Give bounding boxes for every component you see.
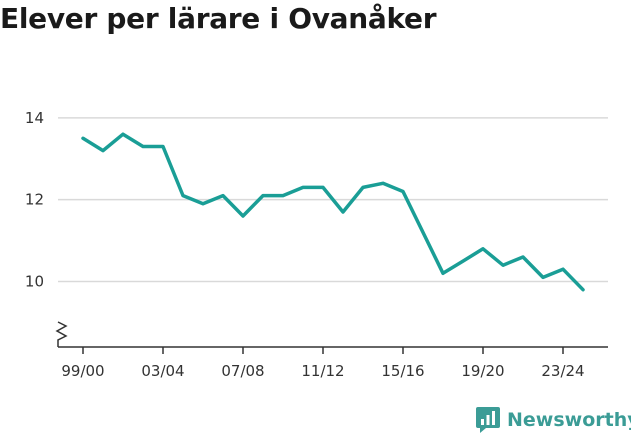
- x-tick-labels: 99/00 03/04 07/08 11/12 15/16 19/20 23/24: [61, 362, 584, 380]
- series-layer: [81, 132, 585, 292]
- y-tick-label: 10: [25, 273, 44, 291]
- x-tick-label: 11/12: [301, 362, 344, 380]
- x-tick-label: 19/20: [461, 362, 504, 380]
- axes: [55, 321, 608, 354]
- y-axis-break-icon: [55, 321, 68, 347]
- y-tick-labels: 10 12 14: [25, 109, 44, 291]
- newsworthy-logo-icon: [476, 407, 500, 433]
- brand-logo: Newsworthy: [475, 406, 631, 434]
- y-tick-label: 14: [25, 109, 44, 127]
- x-tick-label: 23/24: [541, 362, 584, 380]
- brand-name: Newsworthy: [507, 409, 631, 431]
- x-tick-label: 03/04: [141, 362, 184, 380]
- x-tick-label: 07/08: [221, 362, 264, 380]
- y-tick-label: 12: [25, 191, 44, 209]
- x-tick-label: 99/00: [61, 362, 104, 380]
- series-line: [81, 132, 585, 292]
- x-tick-label: 15/16: [381, 362, 424, 380]
- chart-title: Elever per lärare i Ovanåker: [0, 2, 437, 35]
